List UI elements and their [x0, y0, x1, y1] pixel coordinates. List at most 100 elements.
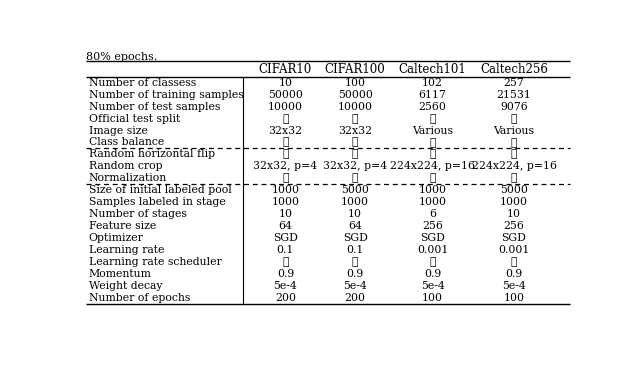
Text: 256: 256 [422, 221, 443, 231]
Text: 102: 102 [422, 78, 443, 88]
Text: Normalization: Normalization [88, 173, 167, 183]
Text: SGD: SGD [273, 233, 298, 243]
Text: ✓: ✓ [282, 173, 289, 183]
Text: 10000: 10000 [338, 102, 372, 112]
Text: ✓: ✓ [282, 137, 289, 147]
Text: 50000: 50000 [268, 90, 303, 100]
Text: 1000: 1000 [271, 185, 300, 195]
Text: ✓: ✓ [282, 149, 289, 160]
Text: Various: Various [412, 126, 453, 136]
Text: 100: 100 [422, 292, 443, 303]
Text: 100: 100 [344, 78, 365, 88]
Text: 5000: 5000 [500, 185, 528, 195]
Text: Number of test samples: Number of test samples [88, 102, 220, 112]
Text: Number of epochs: Number of epochs [88, 292, 190, 303]
Text: Samples labeled in stage: Samples labeled in stage [88, 197, 225, 207]
Text: 80% epochs.: 80% epochs. [86, 52, 157, 62]
Text: 5000: 5000 [341, 185, 369, 195]
Text: ✓: ✓ [352, 149, 358, 160]
Text: ✗: ✗ [429, 137, 436, 148]
Text: 5e-4: 5e-4 [502, 281, 526, 291]
Text: 1000: 1000 [271, 197, 300, 207]
Text: 50000: 50000 [338, 90, 372, 100]
Text: 0.9: 0.9 [276, 269, 294, 279]
Text: CIFAR100: CIFAR100 [324, 63, 385, 76]
Text: 0.9: 0.9 [506, 269, 523, 279]
Text: 10000: 10000 [268, 102, 303, 112]
Text: ✓: ✓ [429, 257, 436, 267]
Text: 1000: 1000 [341, 197, 369, 207]
Text: 5e-4: 5e-4 [273, 281, 297, 291]
Text: 224x224, p=16: 224x224, p=16 [390, 161, 475, 171]
Text: ✓: ✓ [282, 257, 289, 267]
Text: 200: 200 [275, 292, 296, 303]
Text: 1000: 1000 [419, 197, 447, 207]
Text: ✓: ✓ [352, 173, 358, 183]
Text: 224x224, p=16: 224x224, p=16 [472, 161, 557, 171]
Text: 6117: 6117 [419, 90, 447, 100]
Text: Random horizontal flip: Random horizontal flip [88, 149, 214, 160]
Text: 1000: 1000 [419, 185, 447, 195]
Text: 10: 10 [348, 209, 362, 219]
Text: ✓: ✓ [511, 173, 517, 183]
Text: Feature size: Feature size [88, 221, 156, 231]
Text: 0.9: 0.9 [346, 269, 364, 279]
Text: SGD: SGD [342, 233, 367, 243]
Text: Weight decay: Weight decay [88, 281, 162, 291]
Text: ✓: ✓ [429, 173, 436, 183]
Text: Image size: Image size [88, 126, 147, 136]
Text: ✓: ✓ [352, 113, 358, 124]
Text: 200: 200 [344, 292, 365, 303]
Text: 0.001: 0.001 [417, 245, 448, 255]
Text: 5e-4: 5e-4 [420, 281, 445, 291]
Text: 0.1: 0.1 [276, 245, 294, 255]
Text: 2560: 2560 [419, 102, 447, 112]
Text: Number of training samples: Number of training samples [88, 90, 243, 100]
Text: ✓: ✓ [429, 149, 436, 160]
Text: 9076: 9076 [500, 102, 528, 112]
Text: Size of initial labeled pool: Size of initial labeled pool [88, 185, 231, 195]
Text: 0.1: 0.1 [346, 245, 364, 255]
Text: Official test split: Official test split [88, 113, 180, 124]
Text: 32x32, p=4: 32x32, p=4 [253, 161, 317, 171]
Text: 256: 256 [504, 221, 524, 231]
Text: Class balance: Class balance [88, 137, 164, 147]
Text: Optimizer: Optimizer [88, 233, 143, 243]
Text: ✗: ✗ [429, 113, 436, 124]
Text: ✗: ✗ [511, 113, 517, 124]
Text: ✓: ✓ [282, 113, 289, 124]
Text: CIFAR10: CIFAR10 [259, 63, 312, 76]
Text: 10: 10 [278, 78, 292, 88]
Text: 1000: 1000 [500, 197, 528, 207]
Text: 10: 10 [278, 209, 292, 219]
Text: Caltech256: Caltech256 [480, 63, 548, 76]
Text: ✓: ✓ [352, 137, 358, 147]
Text: ✗: ✗ [511, 137, 517, 148]
Text: Learning rate scheduler: Learning rate scheduler [88, 257, 221, 267]
Text: Number of stages: Number of stages [88, 209, 186, 219]
Text: Various: Various [493, 126, 534, 136]
Text: SGD: SGD [502, 233, 527, 243]
Text: ✓: ✓ [511, 149, 517, 160]
Text: 21531: 21531 [497, 90, 531, 100]
Text: Caltech101: Caltech101 [399, 63, 467, 76]
Text: SGD: SGD [420, 233, 445, 243]
Text: 6: 6 [429, 209, 436, 219]
Text: 32x32, p=4: 32x32, p=4 [323, 161, 387, 171]
Text: 0.001: 0.001 [499, 245, 530, 255]
Text: 0.9: 0.9 [424, 269, 441, 279]
Text: Random crop: Random crop [88, 161, 162, 171]
Text: 257: 257 [504, 78, 524, 88]
Text: 100: 100 [504, 292, 525, 303]
Text: 64: 64 [278, 221, 292, 231]
Text: 32x32: 32x32 [268, 126, 303, 136]
Text: ✓: ✓ [352, 257, 358, 267]
Text: ✓: ✓ [511, 257, 517, 267]
Text: Momentum: Momentum [88, 269, 152, 279]
Text: Learning rate: Learning rate [88, 245, 164, 255]
Text: 32x32: 32x32 [338, 126, 372, 136]
Text: 10: 10 [507, 209, 521, 219]
Text: Number of classess: Number of classess [88, 78, 196, 88]
Text: 5e-4: 5e-4 [343, 281, 367, 291]
Text: 64: 64 [348, 221, 362, 231]
